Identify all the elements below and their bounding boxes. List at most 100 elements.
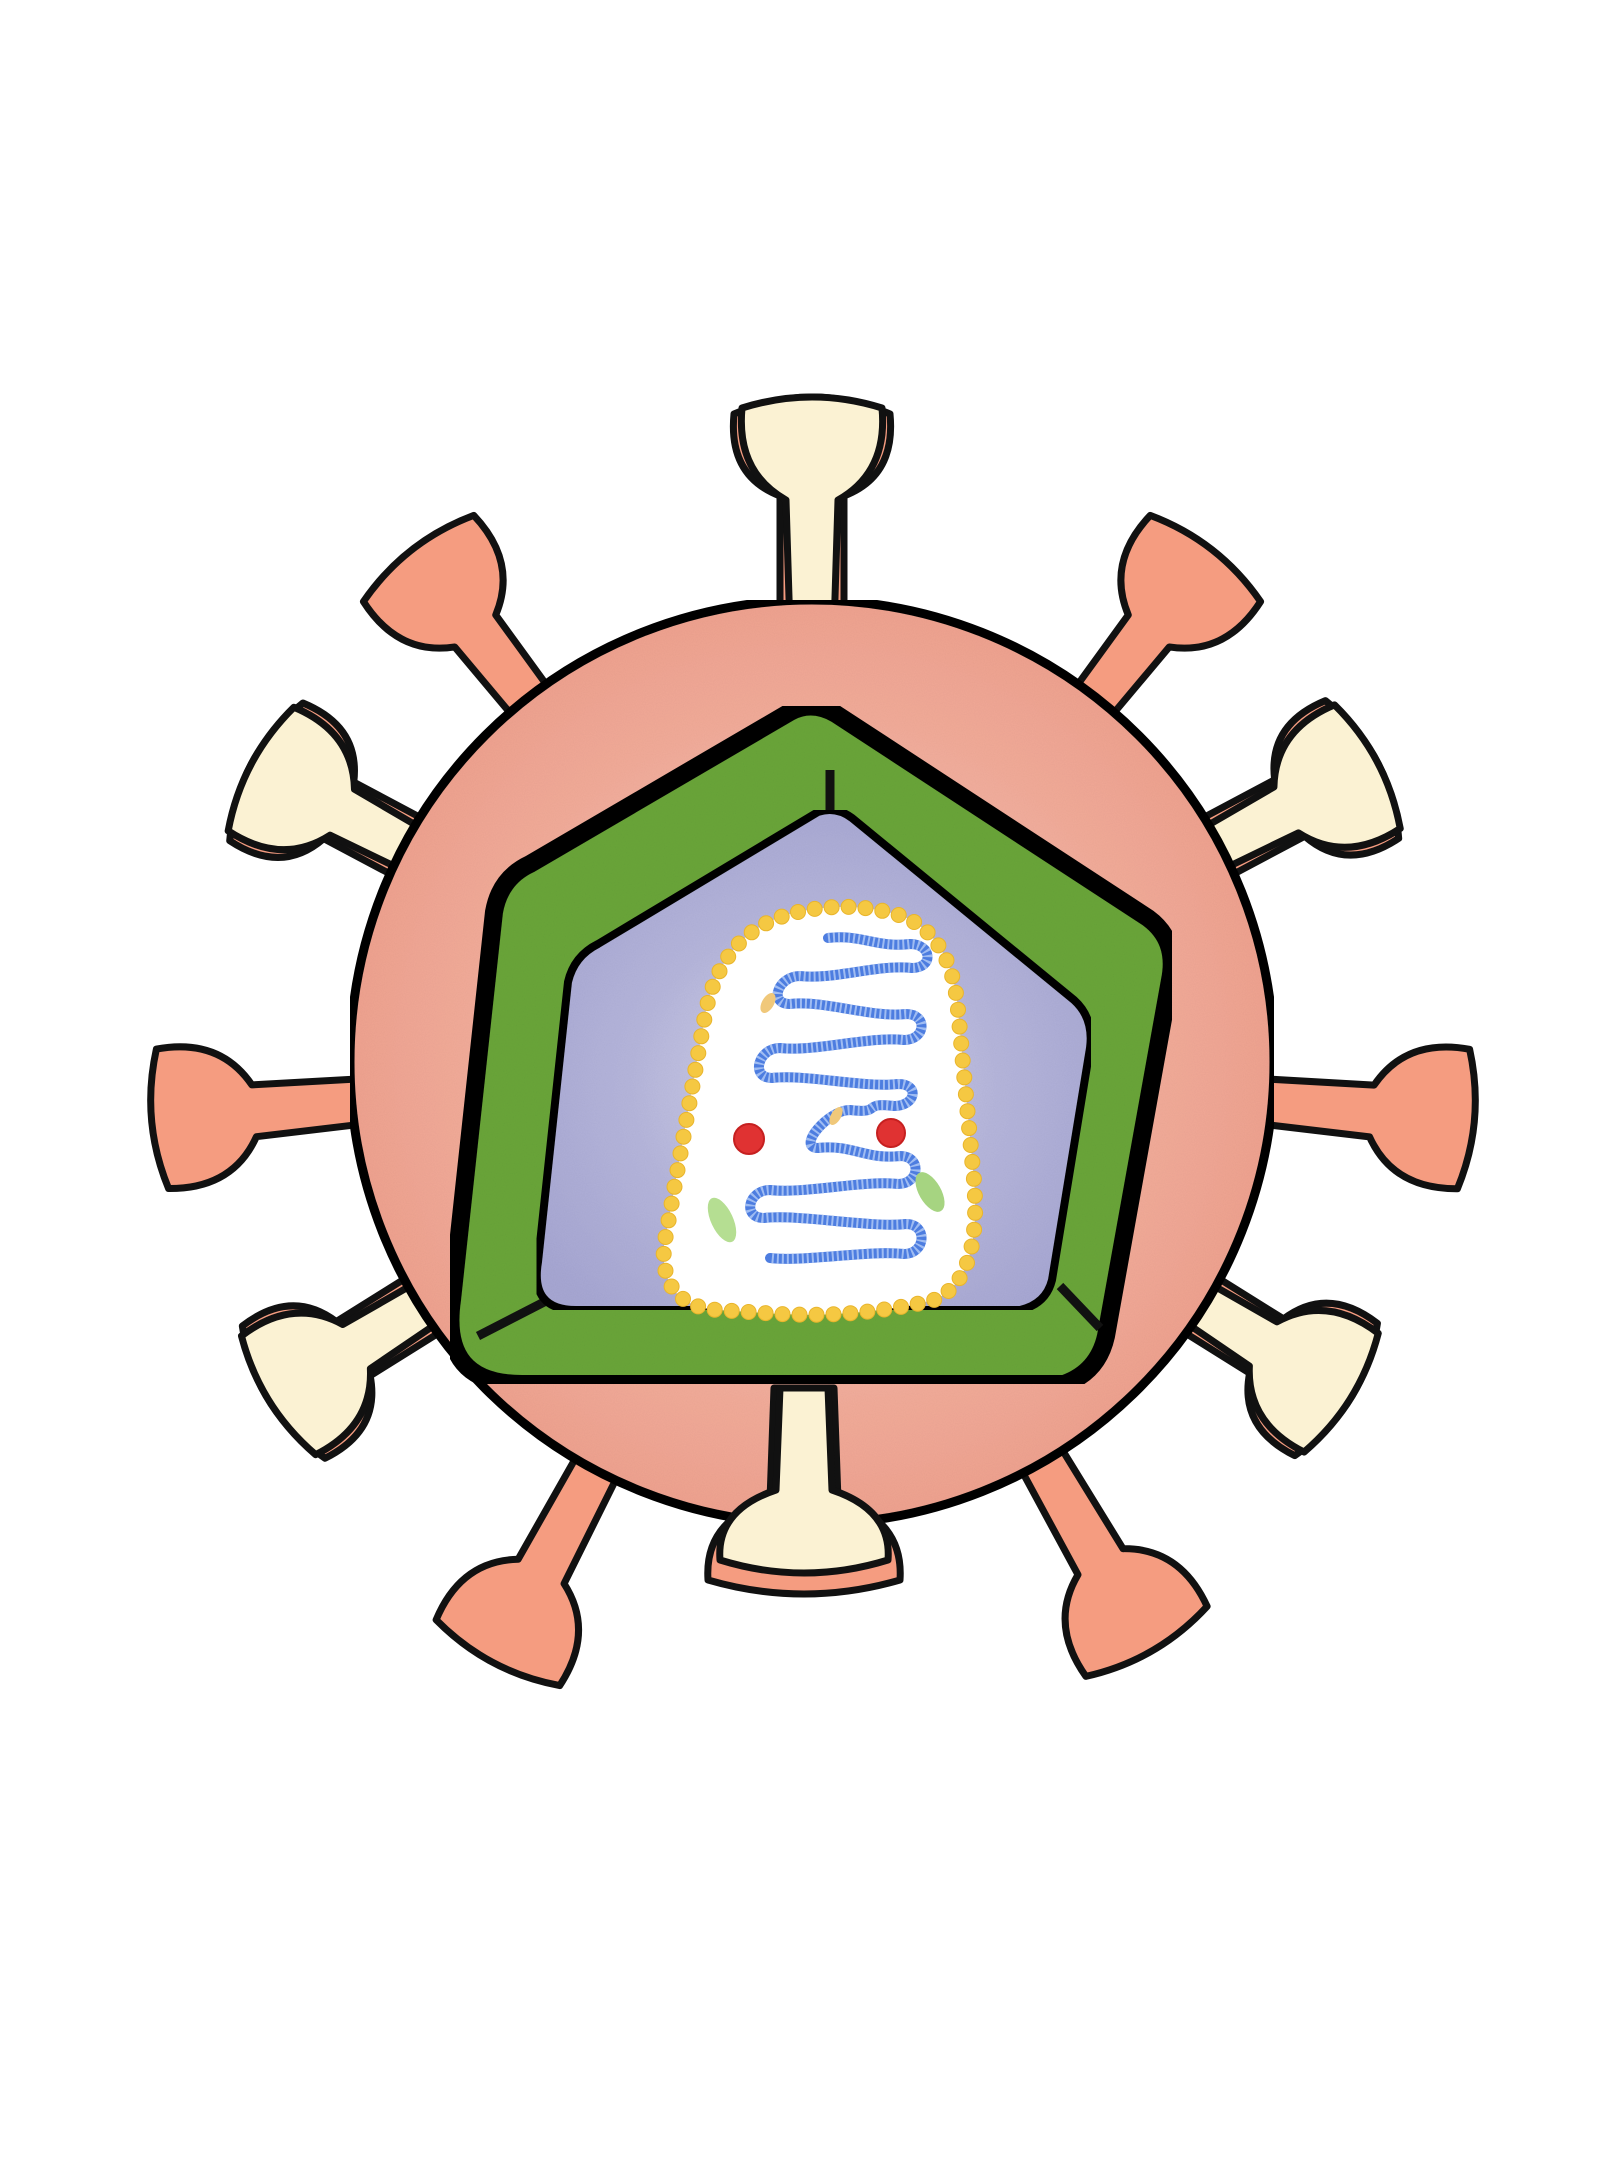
spike-head [359,511,567,739]
spike-icon [1174,697,1404,891]
bead-icon [926,1291,943,1308]
spike-head [237,1268,461,1459]
bead-icon [825,1306,842,1323]
bead-icon [666,1178,683,1195]
bead-icon [675,1128,692,1145]
spike-head [716,1384,892,1577]
protein-green-right [915,1172,945,1212]
capsid-seam-right [1056,1282,1104,1332]
bead-icon [699,995,716,1011]
bead-icon [657,1262,674,1279]
spike-icon [1005,1421,1211,1680]
bead-icon [774,1306,791,1323]
bead-icon [961,1120,978,1137]
spike-icon [359,511,567,739]
spike-icon [1157,1260,1382,1460]
bead-icon [657,1229,674,1245]
spike-head [1057,511,1265,739]
bead-icon [966,1221,983,1238]
spike-icon [147,1043,388,1193]
bead-icon [840,898,857,915]
bead-icon [944,968,961,985]
bead-icon [951,1018,968,1035]
bead-icon [938,952,955,969]
protein-green-left [707,1197,737,1243]
bead-icon [959,1254,975,1271]
spike-head [224,703,445,883]
bead-icon [672,1145,689,1162]
spike-head [1005,1421,1211,1680]
bead-icon [663,1195,680,1212]
rna-genome-coil [745,932,933,1264]
bead-icon [791,1306,808,1323]
bead-icon [857,900,874,917]
lipid-membrane-beads [655,898,984,1323]
coil-stripes [745,932,933,1264]
spike-head [432,1429,633,1690]
spike-head [1179,701,1404,883]
bead-icon [808,1306,825,1323]
enzyme-red-left [733,1123,765,1155]
bead-icon [687,1061,704,1078]
bead-icon [950,1001,966,1018]
bead-icon [773,908,790,925]
bead-icon [959,1103,976,1120]
bead-icon [963,1238,980,1255]
spike-head [1163,1268,1382,1456]
bead-icon [966,1187,983,1204]
bead-icon [947,984,964,1001]
spike-icon [729,393,895,634]
bead-icon [758,915,775,932]
bead-icon [723,1302,740,1319]
bead-icon [957,1086,974,1103]
bead-icon [696,1011,713,1028]
bead-icon [655,1245,672,1262]
bead-icon [964,1153,981,1170]
bead-icon [893,1298,909,1315]
protein-tan-middle [829,1106,843,1126]
bead-icon [823,899,840,916]
bead-icon [953,1035,970,1052]
bead-icon [690,1045,707,1062]
bead-icon [930,937,947,954]
bead-icon [842,1305,859,1322]
front-spike-proteins [704,1384,904,1598]
bead-icon [706,1301,723,1318]
bead-icon [660,1212,677,1229]
bead-icon [965,1170,982,1187]
bead-icon [730,935,747,952]
bead-icon [757,1305,774,1322]
bead-icon [663,1278,680,1295]
spike-head [737,393,887,634]
bead-icon [940,1283,957,1299]
interior-region [663,906,976,1315]
bead-icon [693,1028,710,1045]
bead-icon [720,948,737,965]
bead-icon [669,1162,686,1179]
capsid-seam-left [475,1295,551,1341]
protein-tan-top [760,993,776,1013]
enzyme-red-right [876,1118,906,1148]
bead-icon [876,1301,893,1318]
spike-icon [1057,511,1265,739]
bead-icon [684,1078,701,1095]
bead-icon [954,1052,971,1069]
spike-proteins [147,393,1479,1690]
bead-icon [909,1295,926,1312]
spike-head [1236,1043,1479,1193]
bead-icon [806,900,823,917]
bead-icon [690,1298,707,1315]
spike-icon [704,1384,904,1598]
bead-icon [919,924,936,941]
bead-icon [790,904,806,920]
bead-icon [681,1095,698,1112]
bead-icon [678,1111,695,1128]
spike-icon [432,1429,633,1690]
bead-icon [859,1303,876,1320]
bead-icon [956,1069,973,1086]
bead-icon [962,1137,979,1153]
bead-icon [740,1304,757,1320]
bead-icon [906,914,923,930]
